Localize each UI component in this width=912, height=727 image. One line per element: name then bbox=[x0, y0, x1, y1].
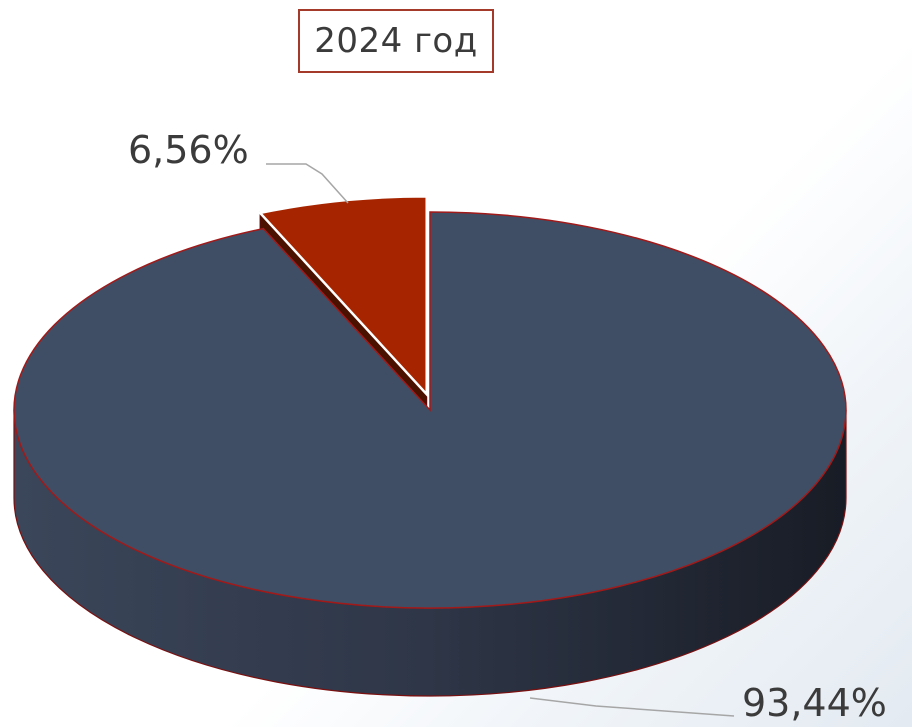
leader-line-slice-1 bbox=[529, 697, 735, 717]
data-label-slice-2: 6,56% bbox=[128, 128, 249, 172]
data-label-slice-1: 93,44% bbox=[742, 681, 887, 725]
pie-top-layer bbox=[13, 195, 847, 609]
chart-title: 2024 год bbox=[298, 9, 494, 73]
pie-slice-2 bbox=[257, 195, 428, 398]
leader-line-slice-2 bbox=[266, 163, 349, 204]
pie-slice-1 bbox=[13, 211, 847, 609]
leader-lines bbox=[266, 163, 735, 717]
